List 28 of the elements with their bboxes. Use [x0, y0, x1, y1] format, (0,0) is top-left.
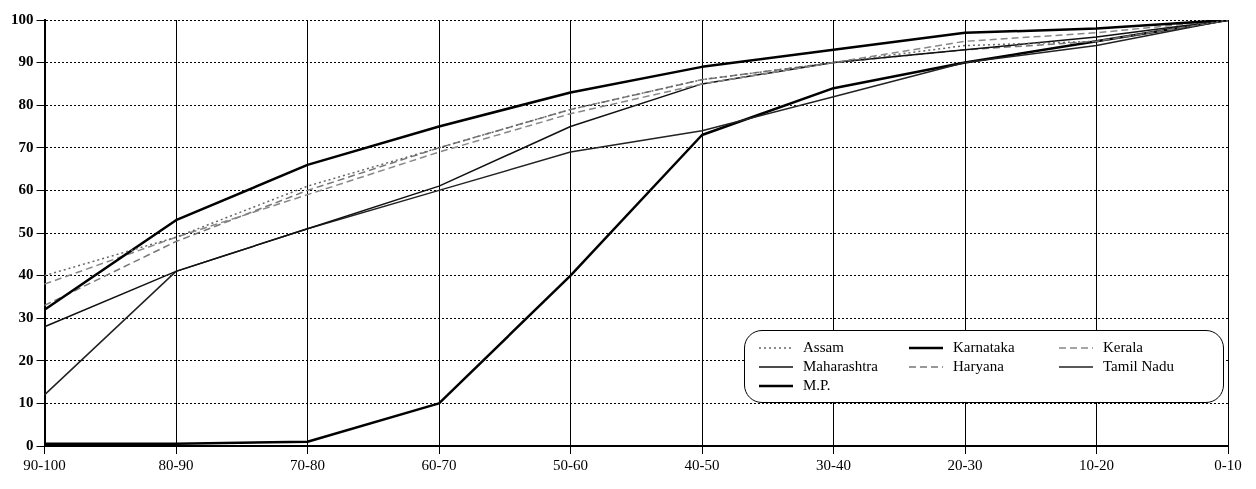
- legend-label: Haryana: [953, 358, 1004, 375]
- y-tick-label: 10: [18, 394, 34, 411]
- legend-label: M.P.: [803, 377, 831, 394]
- y-tick-label: 100: [11, 10, 34, 27]
- x-tick-label: 40-50: [684, 456, 720, 473]
- legend-label: Assam: [803, 339, 844, 356]
- x-tick-label: 90-100: [23, 456, 66, 473]
- y-tick-label: 30: [18, 309, 34, 326]
- legend-label: Kerala: [1103, 339, 1143, 356]
- y-tick-label: 20: [18, 351, 34, 368]
- x-tick-label: 10-20: [1079, 456, 1114, 473]
- legend-label: Karnataka: [953, 339, 1015, 356]
- x-tick-label: 70-80: [290, 456, 325, 473]
- y-tick-label: 40: [18, 266, 34, 283]
- y-tick-label: 60: [18, 181, 34, 198]
- y-tick-label: 70: [18, 138, 34, 155]
- x-tick-label: 20-30: [947, 456, 983, 473]
- legend-label: Maharashtra: [803, 358, 878, 375]
- x-tick-label: 0-10: [1214, 456, 1242, 473]
- x-tick-label: 80-90: [158, 456, 194, 473]
- y-tick-label: 0: [26, 436, 34, 453]
- x-tick-label: 60-70: [421, 456, 457, 473]
- y-tick-label: 80: [18, 96, 34, 113]
- y-tick-label: 90: [18, 53, 34, 70]
- y-tick-label: 50: [18, 223, 34, 240]
- x-tick-label: 50-60: [553, 456, 588, 473]
- x-tick-label: 30-40: [816, 456, 851, 473]
- legend-label: Tamil Nadu: [1103, 358, 1175, 375]
